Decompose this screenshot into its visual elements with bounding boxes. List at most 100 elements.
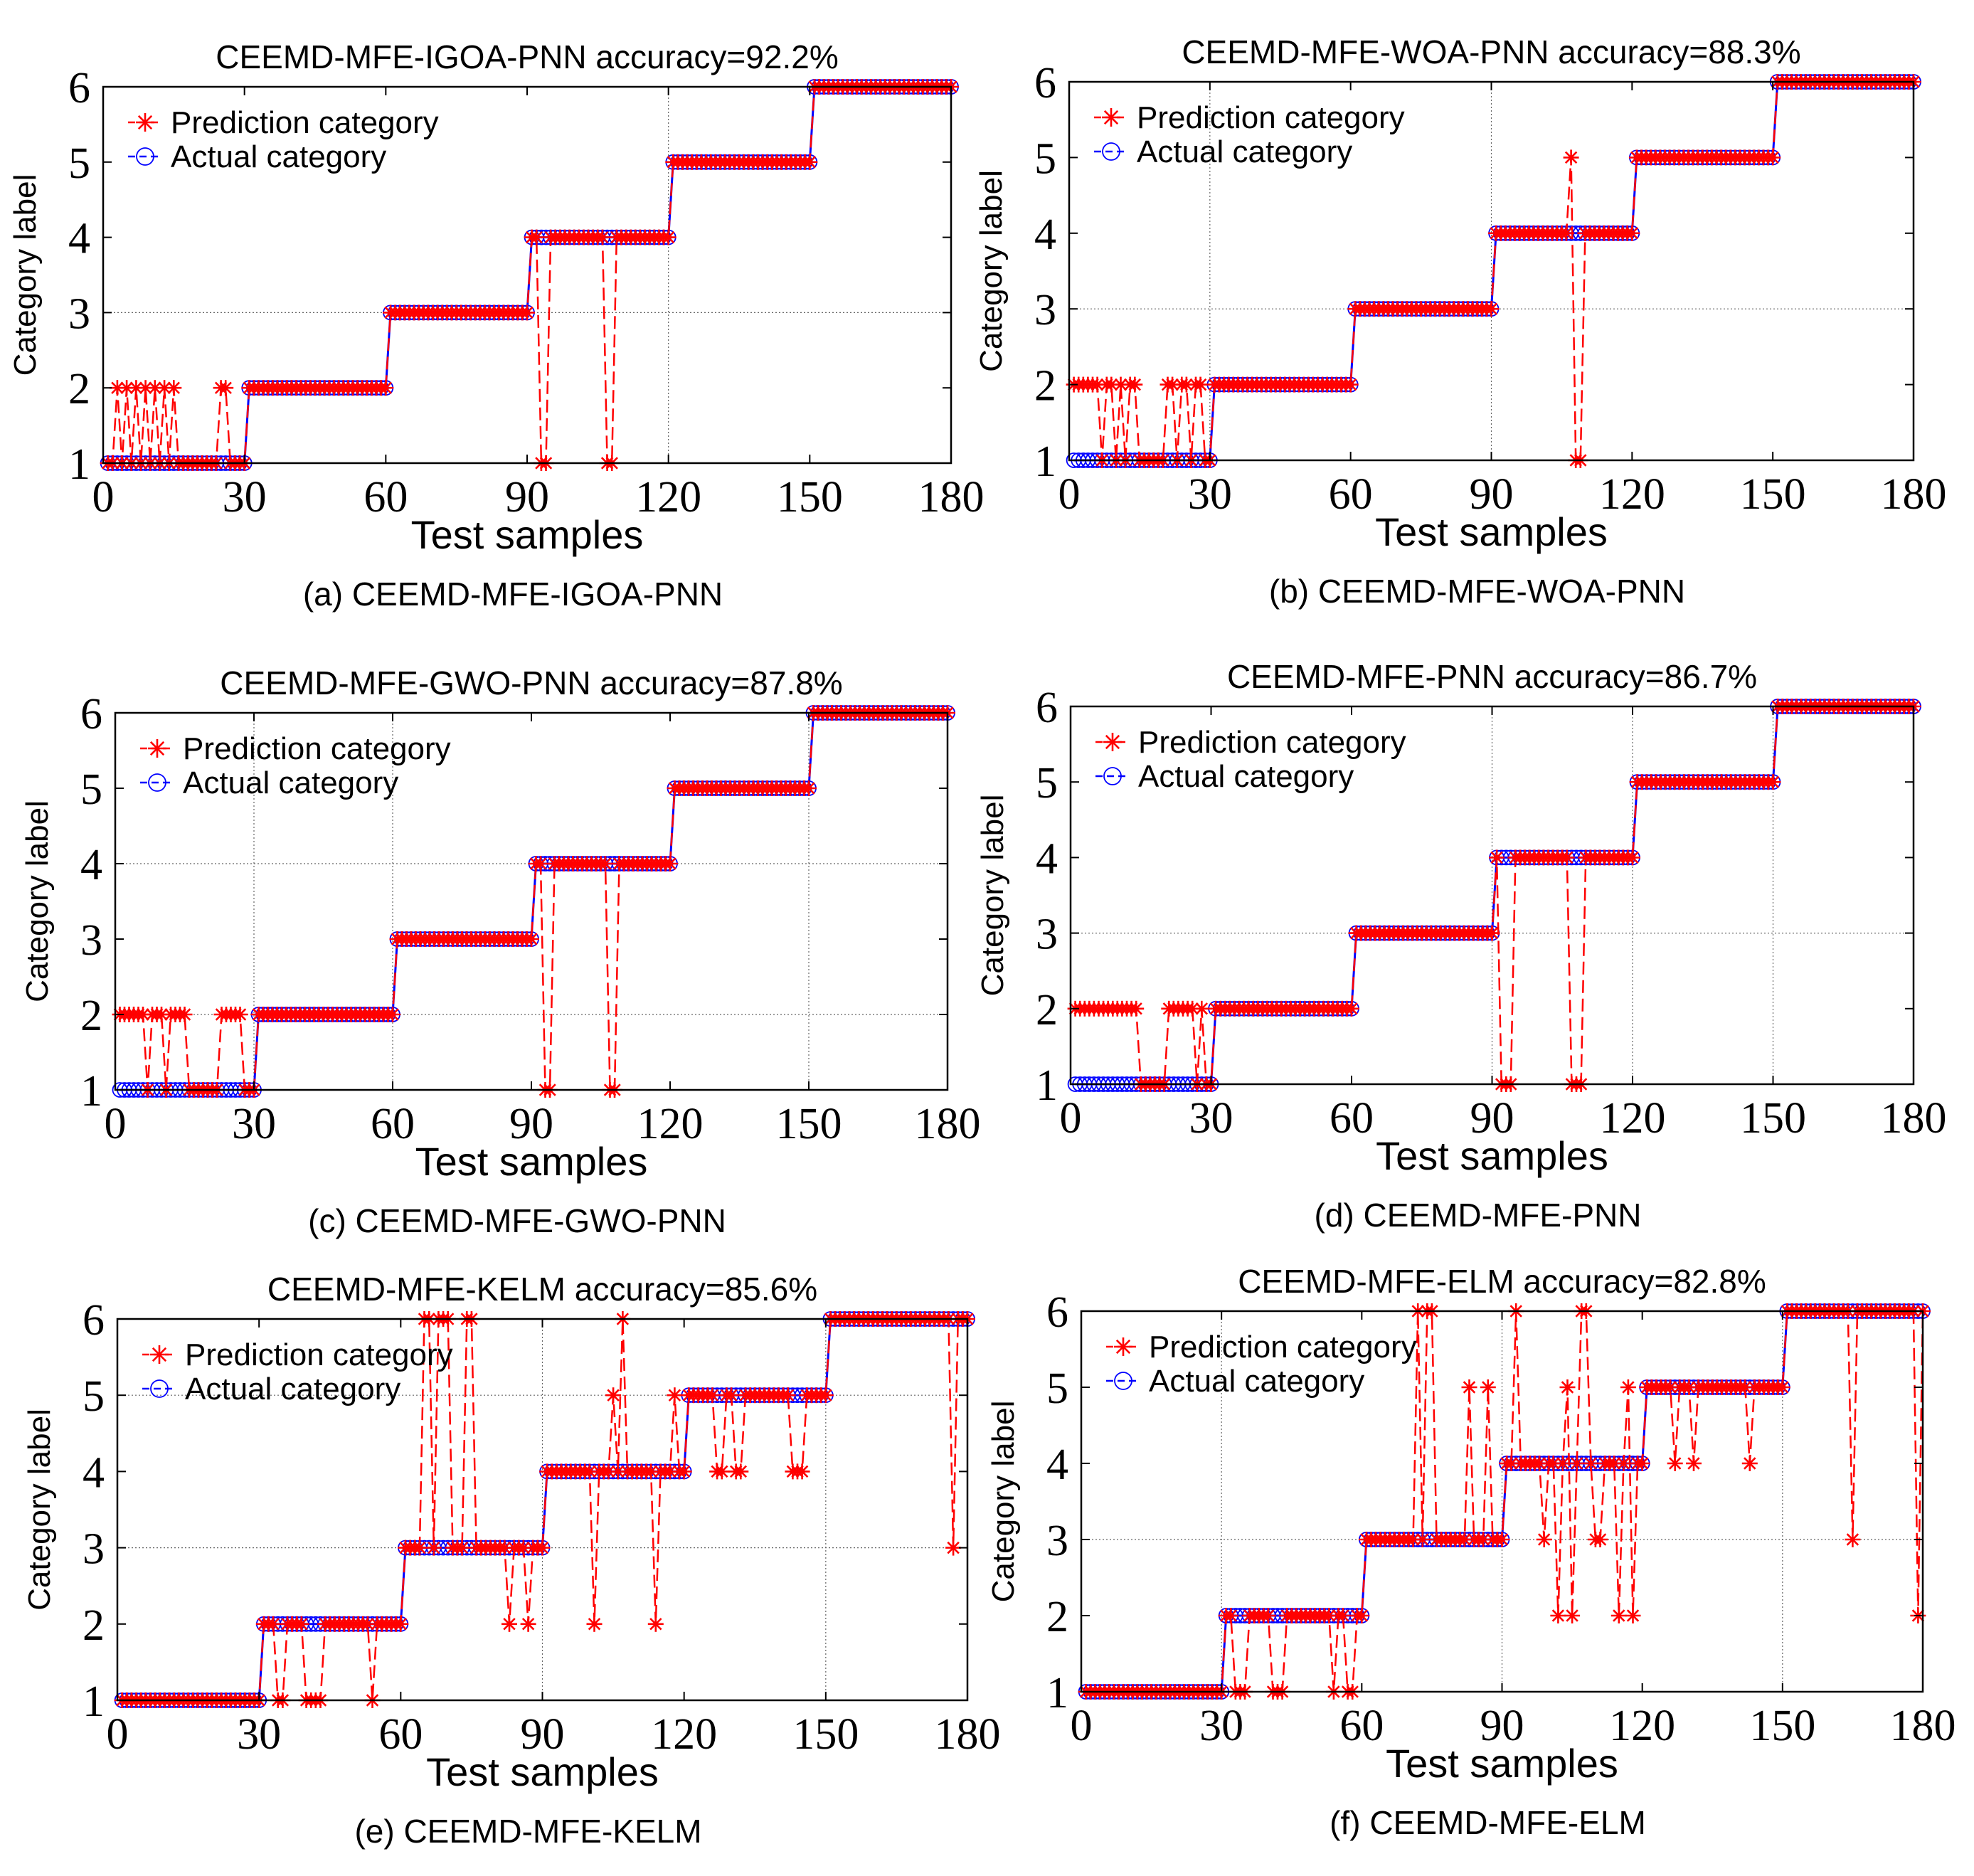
prediction-point: [534, 1540, 551, 1556]
x-tick-label: 0: [1058, 470, 1081, 519]
chart-panel-e: CEEMD-MFE-KELM accuracy=85.6% 0 30 60 90 120 1…: [22, 1271, 1001, 1850]
legend-prediction-label: Prediction category: [171, 105, 439, 140]
prediction-point: [154, 1007, 169, 1022]
y-tick-label: 5: [1046, 1364, 1068, 1413]
x-tick-label: 180: [1881, 470, 1947, 519]
x-axis-label: Test samples: [1386, 1741, 1618, 1786]
x-tick-label: 180: [1890, 1702, 1956, 1750]
x-tick-label: 120: [1609, 1702, 1675, 1750]
y-tick-label: 2: [1046, 1593, 1068, 1641]
x-tick-label: 0: [92, 473, 115, 521]
x-tick-label: 0: [1071, 1702, 1093, 1750]
prediction-point: [1569, 1456, 1585, 1471]
y-tick-label: 3: [68, 290, 90, 338]
panel-caption: (c) CEEMD-MFE-GWO-PNN: [308, 1202, 726, 1239]
prediction-point: [1620, 1379, 1636, 1395]
prediction-point: [166, 380, 182, 396]
x-tick-label: 0: [105, 1100, 127, 1148]
prediction-point: [1103, 376, 1120, 393]
panel-caption: (e) CEEMD-MFE-KELM: [354, 1813, 701, 1850]
prediction-point: [378, 380, 394, 396]
panel-caption: (a) CEEMD-MFE-IGOA-PNN: [303, 576, 723, 613]
y-tick-label: 6: [1046, 1288, 1068, 1337]
y-tick-label: 3: [80, 916, 102, 965]
prediction-point: [385, 1007, 400, 1022]
prediction-point: [605, 1387, 622, 1404]
x-tick-label: 30: [223, 473, 267, 521]
prediction-series-line: [1075, 705, 1914, 1086]
legend-actual-marker: [1102, 142, 1120, 161]
x-tick-label: 180: [935, 1710, 1001, 1759]
prediction-point: [733, 1463, 749, 1480]
y-tick-label: 3: [83, 1525, 105, 1574]
y-axis-label: Category label: [974, 170, 1009, 372]
legend-prediction-label: Prediction category: [183, 731, 451, 766]
chart-title: CEEMD-MFE-ELM accuracy=82.8%: [1238, 1263, 1766, 1300]
prediction-point: [647, 1616, 664, 1632]
x-axis-label: Test samples: [415, 1139, 648, 1184]
legend-actual-label: Actual category: [1137, 134, 1352, 169]
y-tick-label: 4: [1036, 834, 1058, 883]
prediction-series-line: [107, 85, 951, 465]
prediction-point: [1192, 376, 1209, 393]
prediction-point: [529, 229, 545, 245]
prediction-point: [643, 1463, 659, 1480]
prediction-point: [595, 229, 610, 245]
legend-actual-label: Actual category: [1149, 1364, 1364, 1399]
y-tick-label: 6: [1036, 684, 1058, 732]
y-tick-label: 1: [1046, 1669, 1068, 1717]
prediction-point: [411, 1540, 428, 1556]
legend-actual-label: Actual category: [1138, 759, 1354, 794]
prediction-point: [1342, 376, 1359, 393]
prediction-point: [393, 1616, 409, 1632]
chart-title: CEEMD-MFE-GWO-PNN accuracy=87.8%: [220, 664, 842, 701]
prediction-point: [119, 380, 135, 396]
prediction-point: [425, 1540, 442, 1556]
chart-title: CEEMD-MFE-WOA-PNN accuracy=88.3%: [1182, 33, 1800, 70]
prediction-point: [359, 1616, 376, 1632]
x-tick-label: 150: [1740, 1094, 1806, 1143]
prediction-point: [1335, 1608, 1351, 1623]
prediction-point: [662, 856, 678, 871]
x-tick-label: 60: [1339, 1702, 1384, 1750]
prediction-point: [232, 1007, 248, 1022]
chart-panel-c: CEEMD-MFE-GWO-PNN accuracy=87.8% 0 30 60 90 1…: [20, 664, 981, 1239]
legend-prediction-label: Prediction category: [1138, 725, 1406, 760]
chart-title: CEEMD-MFE-IGOA-PNN accuracy=92.2%: [216, 38, 838, 75]
legend-prediction-label: Prediction category: [1137, 100, 1405, 135]
prediction-point: [1563, 149, 1579, 166]
prediction-series-line: [122, 1318, 967, 1702]
prediction-point: [1624, 225, 1640, 241]
prediction-point: [1536, 1532, 1552, 1547]
x-tick-label: 120: [635, 473, 701, 521]
x-tick-label: 120: [1599, 470, 1665, 519]
prediction-point: [520, 1616, 536, 1632]
legend-actual-label: Actual category: [171, 139, 386, 174]
legend-prediction-marker: [1114, 1337, 1132, 1356]
legend-actual-marker: [136, 147, 154, 166]
x-tick-label: 180: [915, 1100, 981, 1148]
x-tick-label: 30: [1189, 1094, 1233, 1143]
prediction-point: [801, 780, 817, 796]
prediction-point: [1260, 1608, 1276, 1623]
y-tick-label: 6: [1034, 59, 1056, 107]
y-tick-label: 1: [1036, 1061, 1058, 1110]
prediction-series-line: [120, 711, 948, 1091]
x-tick-label: 150: [792, 1710, 859, 1759]
prediction-point: [1344, 1000, 1359, 1017]
x-tick-label: 60: [1329, 470, 1373, 519]
x-tick-label: 150: [777, 473, 843, 521]
chart-title: CEEMD-MFE-PNN accuracy=86.7%: [1227, 658, 1757, 695]
prediction-point: [1550, 1608, 1566, 1623]
y-tick-label: 5: [80, 765, 102, 814]
prediction-point: [533, 856, 548, 871]
prediction-point: [1592, 1532, 1608, 1547]
x-tick-label: 0: [107, 1710, 129, 1759]
prediction-point: [600, 1463, 617, 1480]
prediction-point: [1128, 1000, 1145, 1017]
y-tick-label: 3: [1036, 911, 1058, 959]
y-axis-label: Category label: [975, 795, 1010, 997]
y-tick-label: 6: [68, 64, 90, 112]
prediction-point: [1625, 849, 1640, 866]
